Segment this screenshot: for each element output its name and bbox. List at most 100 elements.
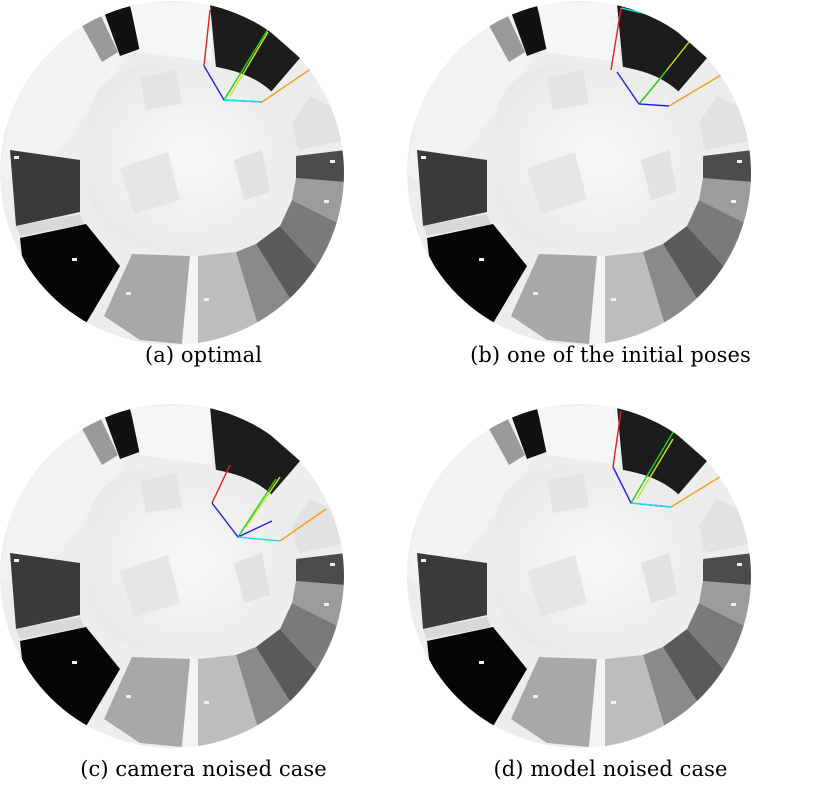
door-right-2 xyxy=(699,178,751,226)
ceiling-panel-3 xyxy=(234,150,270,200)
axis-yellow-line xyxy=(636,438,674,500)
door-top-grey xyxy=(80,417,118,465)
axis-cyan-line xyxy=(223,99,263,103)
door-right-2 xyxy=(699,581,751,629)
door-left-black xyxy=(427,224,527,330)
door-plate-0 xyxy=(14,559,19,562)
axis-orange-line xyxy=(670,474,724,508)
ceiling-panel-1 xyxy=(140,70,182,110)
panel-d: (d) model noised case xyxy=(407,403,814,806)
door-left-black xyxy=(427,627,527,733)
fisheye-image-b xyxy=(407,1,751,345)
wall-left-mid xyxy=(16,617,84,639)
door-top-grey xyxy=(487,14,525,62)
wall-top xyxy=(130,405,212,465)
fisheye-image-d xyxy=(407,404,751,748)
door-plate-5 xyxy=(330,563,335,566)
door-left-dark xyxy=(10,150,80,226)
door-bottom-2 xyxy=(198,252,260,345)
axis-red-line xyxy=(610,7,622,71)
panel-b: (b) one of the initial poses xyxy=(407,0,814,403)
fisheye-scene xyxy=(407,404,751,748)
wall-left-mid xyxy=(423,214,491,236)
axis-blue-line xyxy=(616,71,670,107)
door-plate-2 xyxy=(533,695,538,698)
wall-bottom-sep xyxy=(589,256,605,345)
door-plate-3 xyxy=(204,701,209,704)
ceiling-panel-1 xyxy=(547,70,589,110)
door-top-black xyxy=(511,409,549,459)
wall-left-mid xyxy=(16,214,84,236)
caption-b: (b) one of the initial poses xyxy=(470,343,751,367)
axis-yellow-line xyxy=(229,31,269,97)
caption-a: (a) optimal xyxy=(144,343,263,367)
door-plate-3 xyxy=(204,298,209,301)
door-top-grey xyxy=(80,14,118,62)
ceiling-panel-3 xyxy=(641,553,677,603)
door-right-2 xyxy=(292,178,344,226)
caption-c: (c) camera noised case xyxy=(80,757,327,781)
door-plate-1 xyxy=(72,258,77,261)
panel-a: (a) optimal xyxy=(0,0,407,403)
ceiling-panel-3 xyxy=(234,553,270,603)
door-plate-2 xyxy=(533,292,538,295)
fisheye-image-c xyxy=(0,404,344,748)
center-surface xyxy=(492,465,704,656)
door-bottom-2 xyxy=(198,655,260,748)
door-plate-0 xyxy=(14,156,19,159)
door-left-black xyxy=(20,224,120,330)
door-top-grey xyxy=(487,417,525,465)
door-top-black xyxy=(511,6,549,56)
axis-green-line xyxy=(237,478,277,538)
axis-cyan-line xyxy=(237,536,281,542)
ceiling-panel-1 xyxy=(547,473,589,513)
wall-top xyxy=(537,2,619,62)
door-bottom-1 xyxy=(511,657,597,747)
wall-right-upper xyxy=(286,96,344,150)
door-plate-3 xyxy=(611,298,616,301)
wall-right-upper xyxy=(286,499,344,553)
door-right-3 xyxy=(296,150,344,182)
door-right-3 xyxy=(703,150,751,182)
fisheye-image-a xyxy=(0,1,344,345)
door-bottom-1 xyxy=(104,657,190,747)
door-plate-5 xyxy=(330,160,335,163)
caption-d: (d) model noised case xyxy=(493,757,728,781)
axis-orange-line xyxy=(279,508,327,542)
wall-top xyxy=(130,2,212,62)
wall-right-upper xyxy=(693,499,751,553)
wall-right-upper xyxy=(693,96,751,150)
axis-orange-line xyxy=(261,67,313,103)
door-plate-1 xyxy=(72,661,77,664)
door-left-dark xyxy=(417,553,487,629)
ceiling-panel-3 xyxy=(641,150,677,200)
door-plate-0 xyxy=(421,156,426,159)
door-plate-5 xyxy=(737,160,742,163)
door-top-black xyxy=(104,6,142,56)
ceiling-panel-2 xyxy=(120,555,180,617)
ceiling-panel-2 xyxy=(527,152,587,214)
wall-bottom-sep xyxy=(182,659,198,748)
door-plate-3 xyxy=(611,701,616,704)
door-right-2 xyxy=(292,581,344,629)
ceiling-panel-1 xyxy=(140,473,182,513)
axis-green-line xyxy=(630,428,676,504)
door-bottom-1 xyxy=(511,254,597,344)
door-plate-2 xyxy=(126,292,131,295)
ceiling-panel-2 xyxy=(527,555,587,617)
center-surface xyxy=(85,465,297,656)
door-left-dark xyxy=(417,150,487,226)
door-plate-4 xyxy=(731,603,736,606)
door-plate-1 xyxy=(479,258,484,261)
axis-red-line xyxy=(203,9,211,67)
door-plate-2 xyxy=(126,695,131,698)
door-right-3 xyxy=(296,553,344,585)
wall-top xyxy=(537,405,619,465)
door-plate-4 xyxy=(324,603,329,606)
door-plate-1 xyxy=(479,661,484,664)
fisheye-scene xyxy=(407,1,751,345)
fisheye-scene xyxy=(0,1,344,345)
door-bottom-1 xyxy=(104,254,190,344)
door-bottom-2 xyxy=(605,252,667,345)
door-right-3 xyxy=(703,553,751,585)
